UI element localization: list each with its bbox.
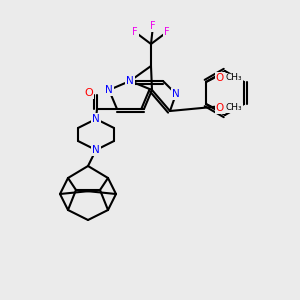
Text: N: N bbox=[105, 85, 113, 95]
Text: F: F bbox=[150, 21, 156, 31]
Text: O: O bbox=[216, 103, 224, 113]
Text: F: F bbox=[164, 27, 170, 37]
Text: N: N bbox=[92, 145, 100, 155]
Text: CH₃: CH₃ bbox=[226, 74, 242, 82]
Text: N: N bbox=[172, 89, 180, 99]
Text: F: F bbox=[132, 27, 138, 37]
Text: N: N bbox=[126, 76, 134, 86]
Text: CH₃: CH₃ bbox=[226, 103, 242, 112]
Text: O: O bbox=[85, 88, 93, 98]
Text: N: N bbox=[92, 114, 100, 124]
Text: O: O bbox=[216, 73, 224, 83]
